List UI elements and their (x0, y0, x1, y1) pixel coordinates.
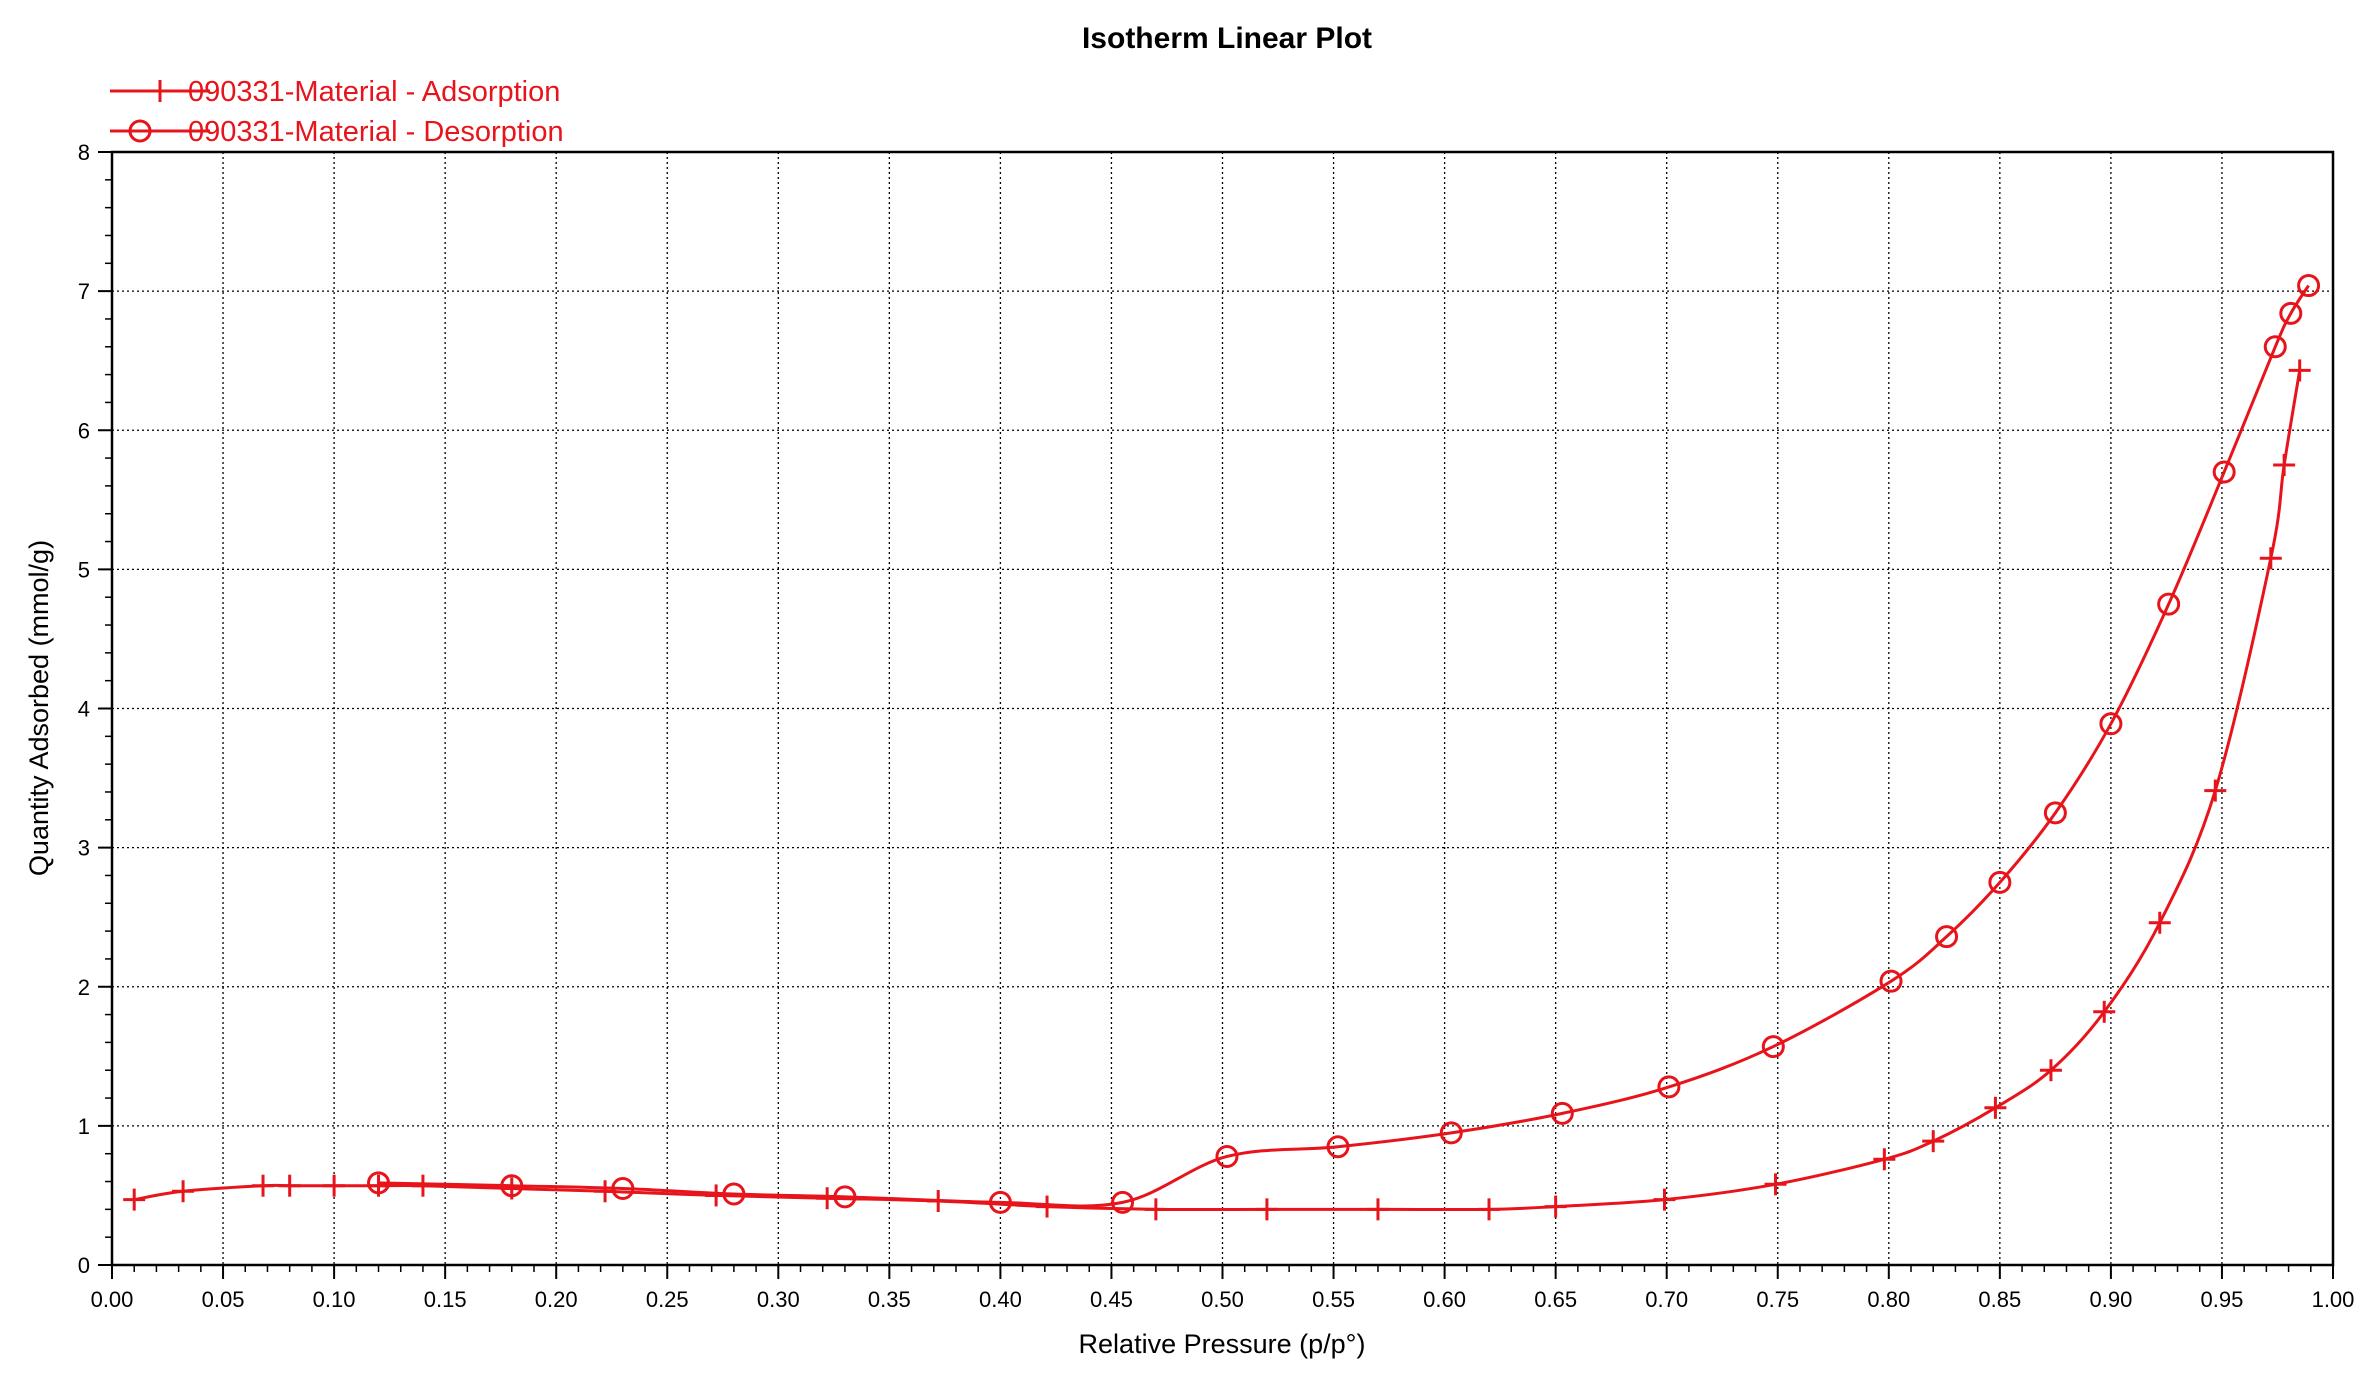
data-point-plus (1144, 1198, 1167, 1221)
legend-label-desorption: 090331-Material - Desorption (188, 116, 564, 148)
y-tick-label: 2 (78, 975, 90, 1000)
data-point-plus (1544, 1195, 1567, 1218)
data-point-plus (1984, 1096, 2007, 1119)
chart-title: Isotherm Linear Plot (1082, 22, 1372, 55)
y-axis-label: Quantity Adsorbed (mmol/g) (24, 540, 54, 876)
data-point-plus (2093, 1000, 2116, 1023)
data-point-circle (2157, 592, 2181, 616)
x-tick-label: 0.35 (868, 1287, 911, 1312)
series-line (133, 370, 2302, 1212)
data-point-circle (2212, 460, 2236, 484)
data-point-circle (2099, 712, 2123, 736)
data-point-plus (1478, 1198, 1501, 1221)
y-tick-label: 3 (78, 836, 90, 861)
data-point-plus (2204, 779, 2227, 802)
x-tick-label: 0.75 (1756, 1287, 1799, 1312)
series-layer (123, 274, 2321, 1221)
data-point-circle (500, 1174, 524, 1198)
data-point-plus (172, 1180, 195, 1203)
y-tick-label: 6 (78, 418, 90, 443)
data-point-circle (1550, 1101, 1574, 1125)
x-tick-label: 0.10 (313, 1287, 356, 1312)
x-tick-label: 0.60 (1423, 1287, 1466, 1312)
data-point-circle (988, 1190, 1012, 1214)
data-point-circle (1215, 1144, 1239, 1168)
data-point-plus (323, 1174, 346, 1197)
x-tick-label: 0.95 (2201, 1287, 2244, 1312)
x-tick-label: 0.65 (1534, 1287, 1577, 1312)
data-point-plus (1366, 1198, 1389, 1221)
legend: 090331-Material - Adsorption 090331-Mate… (110, 76, 564, 148)
data-point-plus (2148, 911, 2171, 934)
legend-label-adsorption: 090331-Material - Adsorption (188, 76, 560, 108)
series-adsorption (123, 359, 2311, 1221)
data-point-circle (722, 1182, 746, 1206)
data-point-plus (278, 1174, 301, 1197)
x-tick-label: 0.30 (757, 1287, 800, 1312)
y-tick-label: 5 (78, 557, 90, 582)
data-point-circle (1879, 969, 1903, 993)
series-desorption (367, 274, 2321, 1214)
x-tick-label: 0.50 (1201, 1287, 1244, 1312)
y-tick-label: 4 (78, 697, 90, 722)
data-point-plus (1764, 1173, 1787, 1196)
data-point-circle (611, 1176, 635, 1200)
data-point-plus (2039, 1059, 2062, 1082)
x-tick-label: 0.80 (1867, 1287, 1910, 1312)
x-axis-ticks: 0.00 0.05 0.10 0.15 0.20 0.25 0.30 0.35 0.40 0.45… (91, 1265, 2355, 1312)
data-point-plus (1922, 1130, 1945, 1153)
data-point-circle (367, 1171, 391, 1195)
y-tick-label: 1 (78, 1114, 90, 1139)
series-line (378, 284, 2310, 1208)
data-point-plus (2259, 547, 2282, 570)
data-point-plus (252, 1174, 275, 1197)
legend-item-desorption: 090331-Material - Desorption (110, 116, 564, 148)
x-tick-label: 1.00 (2312, 1287, 2355, 1312)
grid (112, 152, 2333, 1265)
x-tick-label: 0.25 (646, 1287, 689, 1312)
data-point-circle (1657, 1075, 1681, 1099)
data-point-circle (2297, 274, 2321, 298)
x-tick-label: 0.90 (2089, 1287, 2132, 1312)
data-point-plus (1255, 1198, 1278, 1221)
data-point-circle (1439, 1121, 1463, 1145)
data-point-plus (1873, 1148, 1896, 1171)
data-point-plus (2288, 359, 2311, 382)
x-tick-label: 0.55 (1312, 1287, 1355, 1312)
data-point-circle (2279, 301, 2303, 325)
x-tick-label: 0.70 (1645, 1287, 1688, 1312)
data-point-circle (1988, 870, 2012, 894)
data-point-plus (1653, 1188, 1676, 1211)
x-tick-label: 0.15 (424, 1287, 467, 1312)
data-point-plus (123, 1188, 146, 1211)
x-tick-label: 0.45 (1090, 1287, 1133, 1312)
x-tick-label: 0.20 (535, 1287, 578, 1312)
x-axis-label: Relative Pressure (p/p°) (1079, 1329, 1366, 1359)
data-point-circle (1111, 1190, 1135, 1214)
y-tick-label: 0 (78, 1253, 90, 1278)
data-point-circle (833, 1185, 857, 1209)
data-point-circle (1326, 1135, 1350, 1159)
data-point-circle (2043, 801, 2067, 825)
legend-item-adsorption: 090331-Material - Adsorption (110, 76, 560, 108)
x-tick-label: 0.85 (1978, 1287, 2021, 1312)
y-tick-label: 7 (78, 279, 90, 304)
data-point-circle (2263, 335, 2287, 359)
data-point-plus (411, 1174, 434, 1197)
data-point-circle (1761, 1035, 1785, 1059)
x-tick-label: 0.05 (202, 1287, 245, 1312)
x-tick-label: 0.00 (91, 1287, 134, 1312)
y-tick-label: 8 (78, 140, 90, 165)
data-point-plus (2273, 454, 2296, 477)
y-axis-ticks: 0 1 2 3 4 5 6 7 8 (78, 140, 112, 1278)
data-point-circle (1935, 925, 1959, 949)
x-tick-label: 0.40 (979, 1287, 1022, 1312)
